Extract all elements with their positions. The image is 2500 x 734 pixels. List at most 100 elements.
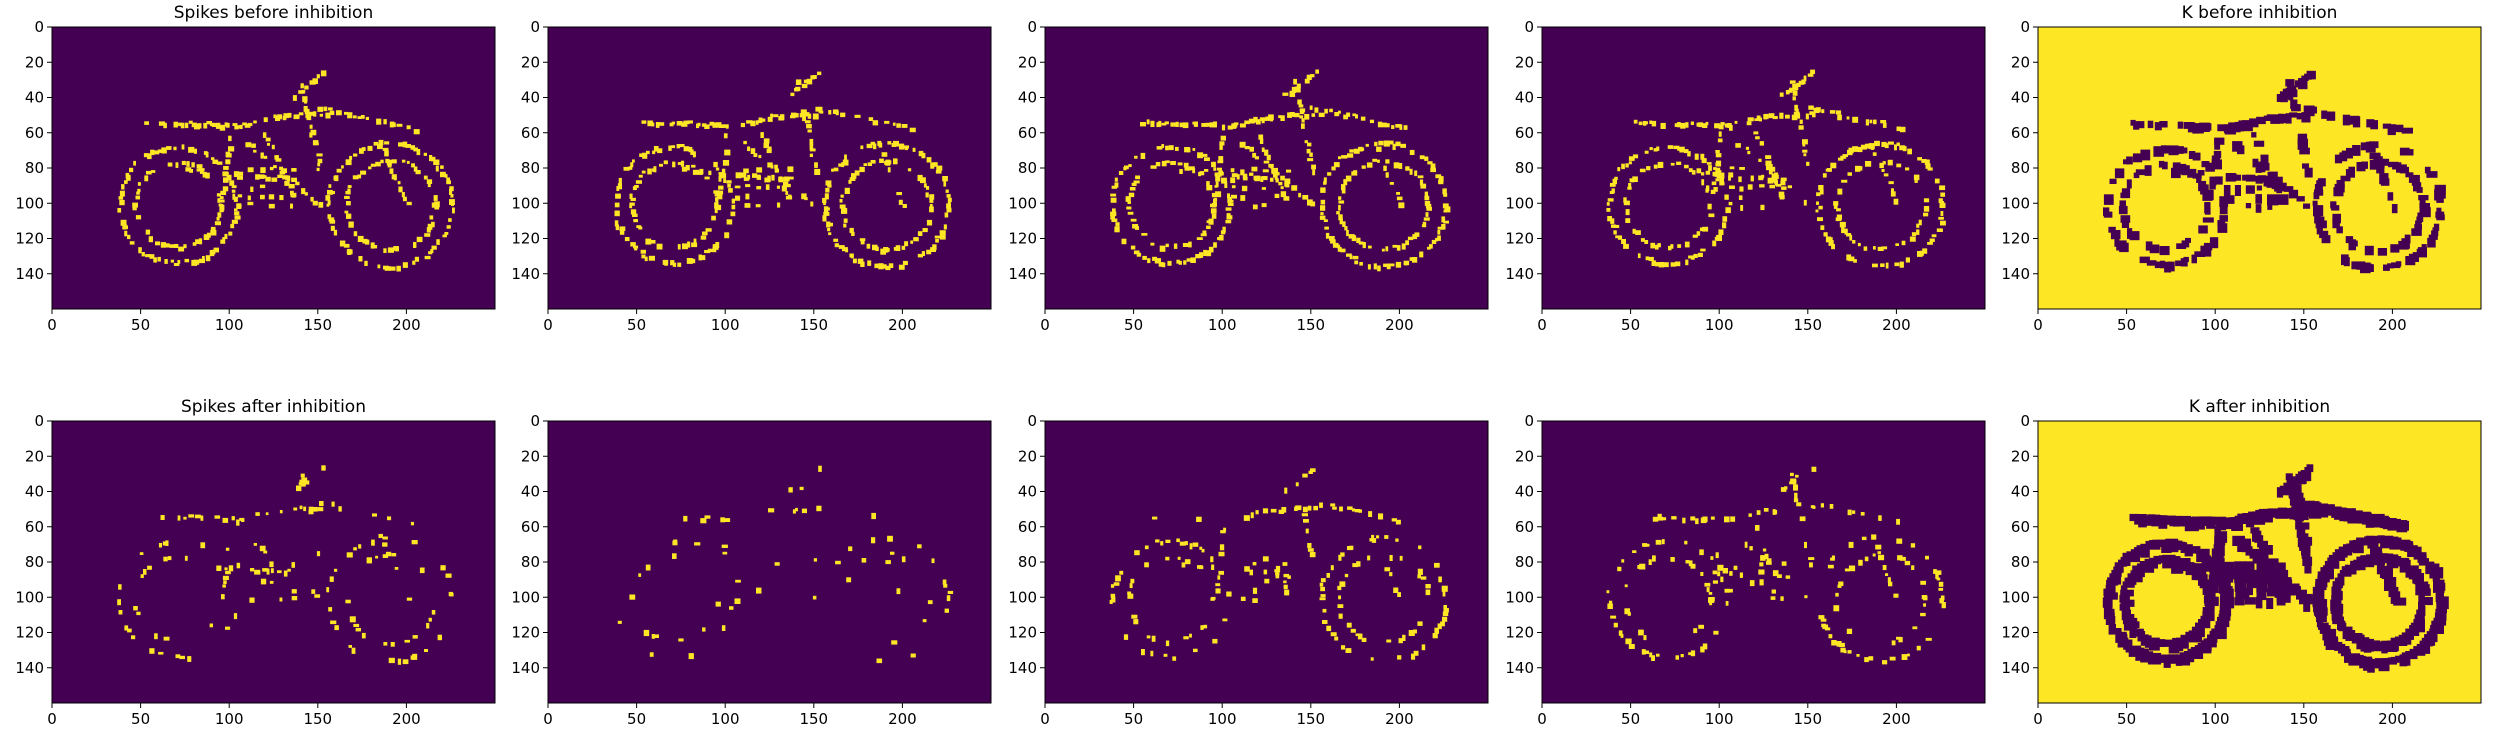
y-tick-label: 40 — [2011, 89, 2030, 107]
pixel-mark — [1759, 141, 1764, 146]
pixel-mark — [1204, 157, 1210, 161]
pixel-mark — [1250, 512, 1254, 519]
pixel-mark — [1837, 114, 1842, 121]
pixel-mark — [1902, 146, 1907, 152]
pixel-mark — [783, 176, 790, 182]
pixel-mark — [1804, 541, 1807, 549]
pixel-mark — [2263, 162, 2270, 171]
pixel-mark — [1759, 562, 1764, 567]
pixel-mark — [1349, 254, 1353, 260]
pixel-mark — [888, 263, 894, 268]
pixel-mark — [1366, 162, 1373, 168]
pixel-mark — [1128, 192, 1135, 198]
pixel-mark — [2349, 633, 2363, 641]
pixel-mark — [824, 193, 829, 200]
pixel-mark — [1764, 553, 1769, 560]
y-tick-label: 20 — [25, 53, 44, 71]
pixel-mark — [1425, 589, 1431, 596]
pixel-mark — [1136, 252, 1142, 257]
pixel-mark — [1230, 177, 1236, 184]
pixel-mark — [1909, 236, 1916, 242]
pixel-mark — [2214, 137, 2225, 145]
pixel-mark — [1831, 640, 1837, 646]
pixel-mark — [1781, 561, 1787, 566]
pixel-mark — [2347, 510, 2358, 524]
pixel-mark — [234, 125, 239, 130]
pixel-mark — [234, 208, 238, 212]
pixel-mark — [1791, 114, 1798, 121]
pixel-mark — [173, 244, 179, 248]
pixel-mark — [186, 161, 190, 167]
pixel-mark — [2370, 546, 2383, 555]
pixel-mark — [1720, 122, 1725, 126]
pixel-mark — [321, 465, 326, 471]
pixel-mark — [867, 260, 872, 266]
pixel-mark — [1769, 164, 1773, 169]
pixel-mark — [1722, 222, 1727, 229]
y-tick-label: 60 — [25, 518, 44, 536]
pixel-mark — [1340, 552, 1345, 557]
pixel-mark — [1762, 548, 1767, 552]
pixel-mark — [1110, 197, 1117, 203]
pixel-mark — [225, 626, 231, 630]
pixel-mark — [2315, 220, 2327, 229]
pixel-mark — [1712, 171, 1718, 177]
pixel-mark — [131, 635, 136, 640]
pixel-mark — [767, 175, 771, 182]
pixel-mark — [702, 627, 706, 632]
pixel-mark — [1362, 242, 1366, 249]
pixel-mark — [137, 188, 141, 193]
pixel-mark — [173, 146, 177, 151]
y-tick-label: 60 — [1018, 124, 1037, 142]
pixel-mark — [921, 251, 925, 256]
pixel-mark — [1252, 598, 1258, 603]
pixel-mark — [715, 601, 721, 607]
pixel-mark — [1249, 569, 1253, 576]
pixel-mark — [124, 180, 128, 184]
pixel-mark — [1306, 148, 1311, 154]
pixel-mark — [2177, 121, 2184, 129]
pixel-mark — [839, 199, 843, 203]
pixel-mark — [2121, 219, 2130, 228]
pixel-mark — [2428, 234, 2435, 241]
pixel-mark — [2129, 513, 2139, 522]
pixel-mark — [250, 186, 254, 192]
pixel-mark — [319, 501, 324, 507]
pixel-mark — [879, 158, 884, 163]
pixel-mark — [690, 149, 694, 155]
pixel-mark — [2280, 182, 2287, 192]
pixel-mark — [452, 207, 455, 214]
pixel-mark — [149, 254, 155, 259]
pixel-mark — [2348, 653, 2361, 666]
pixel-mark — [722, 160, 730, 166]
y-tick-label: 80 — [25, 159, 44, 177]
pixel-mark — [1799, 516, 1806, 522]
pixel-mark — [291, 194, 296, 198]
pixel-mark — [1880, 120, 1887, 124]
pixel-mark — [1419, 155, 1425, 160]
pixel-mark — [1685, 259, 1689, 266]
pixel-mark — [1694, 153, 1699, 160]
pixel-mark — [2219, 215, 2228, 222]
pixel-mark — [374, 245, 378, 249]
pixel-mark — [325, 195, 331, 201]
pixel-mark — [728, 188, 733, 193]
pixel-mark — [1921, 595, 1928, 600]
y-tick-label: 0 — [2020, 412, 2030, 430]
pixel-mark — [1442, 188, 1447, 195]
pixel-mark — [1377, 265, 1381, 272]
pixel-mark — [1923, 206, 1930, 212]
pixel-mark — [2122, 552, 2131, 563]
pixel-mark — [685, 165, 690, 171]
pixel-mark — [651, 122, 655, 127]
y-tick-label: 100 — [511, 588, 540, 606]
pixel-mark — [629, 193, 633, 199]
pixel-mark — [1652, 555, 1656, 562]
pixel-mark — [1617, 167, 1621, 172]
pixel-mark — [1196, 237, 1203, 240]
pixel-mark — [1123, 165, 1129, 170]
pixel-mark — [810, 75, 815, 80]
pixel-mark — [158, 651, 164, 655]
pixel-mark — [359, 148, 364, 154]
pixel-mark — [849, 253, 854, 258]
